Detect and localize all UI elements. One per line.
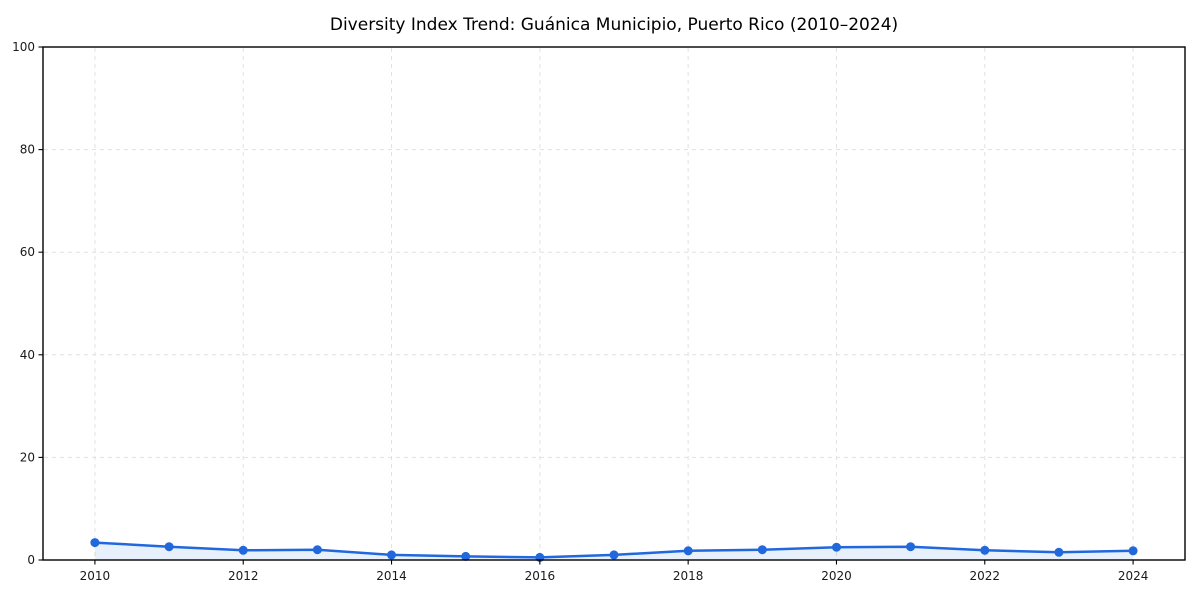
x-tick-label: 2014 <box>376 569 407 583</box>
y-tick-label: 20 <box>20 450 35 464</box>
x-tick-label: 2020 <box>821 569 852 583</box>
x-tick-label: 2024 <box>1118 569 1149 583</box>
x-tick-label: 2010 <box>80 569 111 583</box>
y-tick-label: 80 <box>20 143 35 157</box>
data-point <box>757 545 767 555</box>
data-point <box>906 542 916 552</box>
data-point <box>461 551 471 561</box>
y-tick-label: 100 <box>12 40 35 54</box>
chart-title: Diversity Index Trend: Guánica Municipio… <box>329 15 899 35</box>
data-point <box>164 542 174 552</box>
x-tick-label: 2016 <box>525 569 556 583</box>
grid-lines <box>44 48 1184 559</box>
data-point <box>238 545 248 555</box>
data-point <box>1128 546 1138 556</box>
data-points <box>90 538 1138 562</box>
plot-border <box>42 46 1186 561</box>
tick-marks <box>38 46 1134 565</box>
area-fill <box>94 542 1134 560</box>
data-point <box>832 542 841 552</box>
data-point <box>1054 547 1064 557</box>
data-point <box>683 546 693 556</box>
tick-labels: 2010 2012 2014 2016 2018 2020 2022 2024 0 20 40 60 8… <box>12 40 1148 583</box>
y-tick-label: 0 <box>27 553 35 567</box>
data-point <box>312 545 322 555</box>
x-tick-label: 2012 <box>228 569 259 583</box>
data-point <box>609 550 619 560</box>
x-tick-label: 2022 <box>970 569 1001 583</box>
y-tick-label: 40 <box>20 348 35 362</box>
data-point <box>980 545 990 555</box>
data-point <box>387 550 396 560</box>
y-tick-label: 60 <box>20 245 35 259</box>
x-tick-label: 2018 <box>673 569 704 583</box>
data-point <box>90 538 100 548</box>
